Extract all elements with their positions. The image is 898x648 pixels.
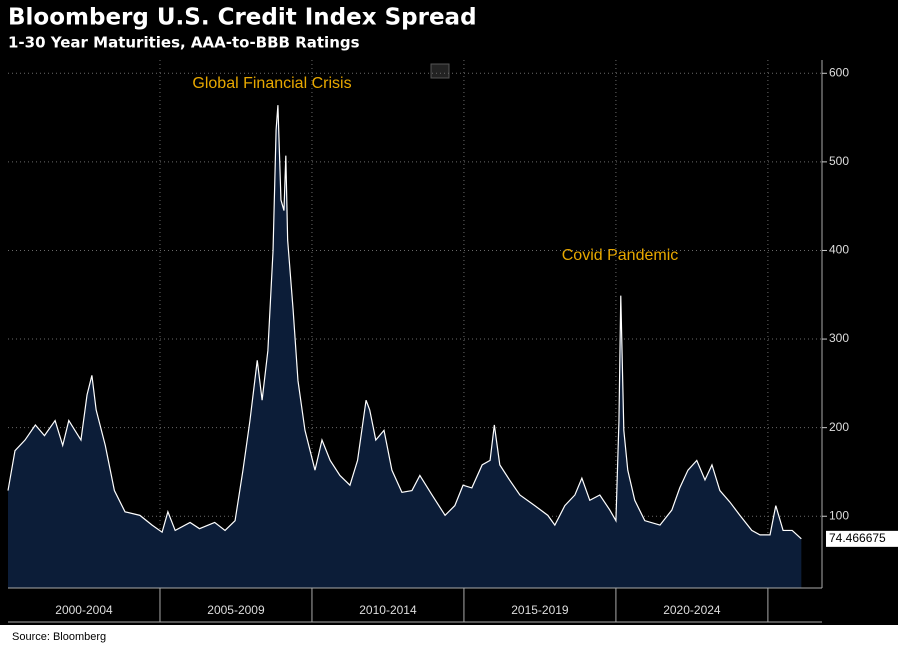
y-tick-label: 100 (829, 508, 849, 522)
chart-widget-icon[interactable] (430, 63, 450, 79)
x-tick-label: 2020-2024 (663, 603, 721, 617)
x-tick-label: 2005-2009 (207, 603, 265, 617)
last-value-box (826, 530, 898, 547)
chart-title: Bloomberg U.S. Credit Index Spread (8, 5, 477, 31)
annotation: Global Financial Crisis (192, 75, 351, 92)
y-tick-label: 200 (829, 420, 849, 434)
chart-subtitle: 1-30 Year Maturities, AAA-to-BBB Ratings (8, 34, 360, 52)
annotation: Covid Pandemic (562, 247, 679, 264)
area (8, 105, 802, 589)
plot: 100 200 300 400 500 600 2000-2004 2005-2009 2010… (7, 60, 898, 623)
y-tick-label: 600 (829, 65, 849, 79)
line (7, 105, 802, 540)
y-tick-label: 400 (829, 243, 849, 257)
x-tick-label: 2000-2004 (55, 603, 113, 617)
y-tick-label: 500 (829, 154, 849, 168)
footer-background (0, 625, 898, 648)
y-tick-label: 300 (829, 331, 849, 345)
last-value-label: 74.466675 (829, 531, 886, 545)
x-tick-label: 2010-2014 (359, 603, 417, 617)
source-note: Source: Bloomberg (12, 631, 106, 643)
x-tick-label: 2015-2019 (511, 603, 569, 617)
